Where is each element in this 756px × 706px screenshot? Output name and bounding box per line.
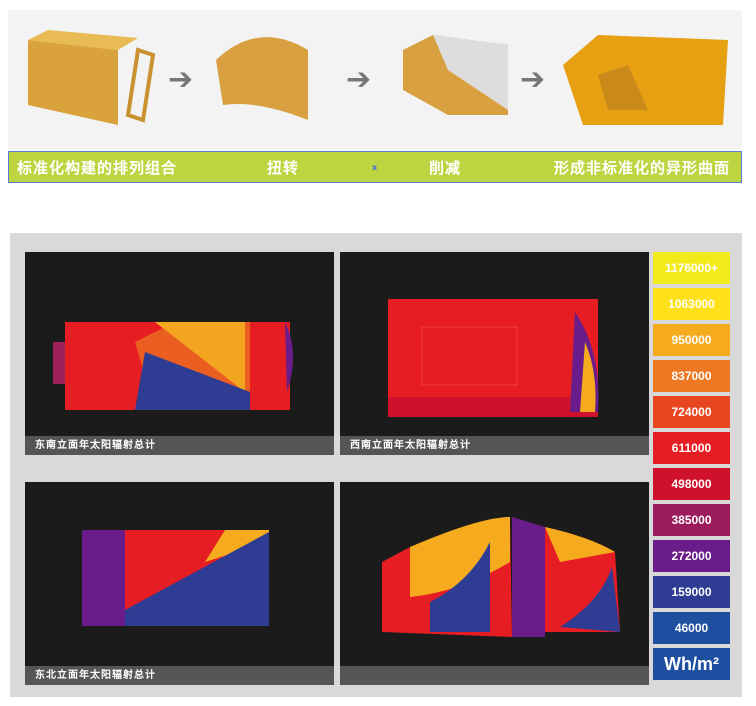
panel-caption: 东南立面年太阳辐射总计 <box>25 436 334 455</box>
legend-item: 1063000 <box>653 288 730 320</box>
legend-item: 724000 <box>653 396 730 428</box>
legend-item: 950000 <box>653 324 730 356</box>
step-label: 形成非标准化的异形曲面 <box>554 159 731 177</box>
northwest-panel <box>340 482 649 685</box>
southwest-panel: 西南立面年太阳辐射总计 <box>340 252 649 455</box>
legend-item: 611000 <box>653 432 730 464</box>
legend-unit: Wh/m² <box>653 648 730 680</box>
legend-item: 1176000+ <box>653 252 730 284</box>
legend-item: 272000 <box>653 540 730 572</box>
process-diagram: ➔ ➔ ➔ <box>8 10 742 150</box>
panel-caption: 西南立面年太阳辐射总计 <box>340 436 649 455</box>
process-illustrations <box>28 30 728 125</box>
arrow-icon: ➔ <box>168 62 194 97</box>
stage-4-illustration <box>563 35 728 125</box>
step-label: 标准化构建的排列组合 <box>17 159 178 177</box>
color-legend: 1176000+ 1063000 950000 837000 724000 611000 4… <box>653 252 730 684</box>
legend-item: 837000 <box>653 360 730 392</box>
legend-item: 498000 <box>653 468 730 500</box>
arrow-icon: ➔ <box>520 62 546 97</box>
southeast-panel: 东南立面年太阳辐射总计 <box>25 252 334 455</box>
stage-3-illustration <box>403 35 508 115</box>
panel-caption <box>340 666 649 685</box>
legend-item: 385000 <box>653 504 730 536</box>
panel-caption: 东北立面年太阳辐射总计 <box>25 666 334 685</box>
legend-item: 159000 <box>653 576 730 608</box>
stage-2-illustration <box>216 37 308 121</box>
northeast-panel: 东北立面年太阳辐射总计 <box>25 482 334 685</box>
process-caption-bar: 标准化构建的排列组合 扭转 x 削减 形成非标准化的异形曲面 <box>8 151 742 183</box>
separator: x <box>372 163 379 172</box>
arrow-icon: ➔ <box>346 62 372 97</box>
legend-item: 46000 <box>653 612 730 644</box>
step-label: 削减 <box>429 159 462 177</box>
stage-1-illustration <box>28 30 156 125</box>
step-label: 扭转 <box>267 159 300 177</box>
